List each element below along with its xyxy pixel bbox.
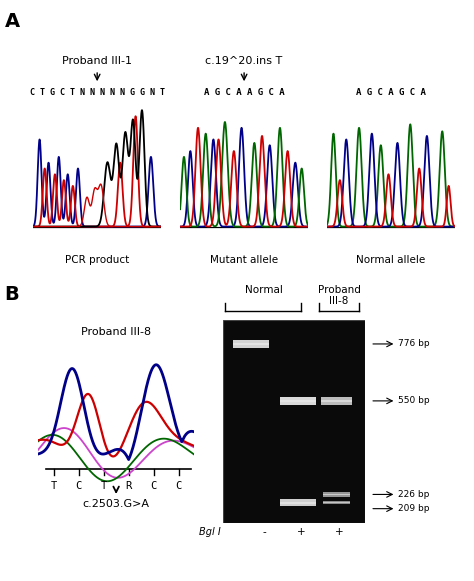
- Text: 209 bp: 209 bp: [398, 504, 430, 513]
- Text: 550 bp: 550 bp: [398, 396, 430, 406]
- Text: T: T: [100, 481, 107, 492]
- Text: Normal: Normal: [245, 285, 283, 295]
- Bar: [321, 397, 352, 405]
- Text: A: A: [5, 12, 20, 31]
- Text: PCR product: PCR product: [65, 256, 129, 266]
- Text: C: C: [175, 481, 182, 492]
- Text: +: +: [297, 526, 306, 537]
- Text: A G C A G C A: A G C A G C A: [356, 88, 426, 97]
- Text: 776 bp: 776 bp: [398, 339, 430, 349]
- Text: C: C: [151, 481, 157, 492]
- Text: T: T: [50, 481, 57, 492]
- Bar: [233, 343, 269, 345]
- Text: R: R: [126, 481, 132, 492]
- Text: c.2503.G>A: c.2503.G>A: [82, 498, 150, 509]
- Bar: [280, 499, 316, 506]
- Bar: [321, 400, 352, 402]
- Bar: [280, 400, 316, 402]
- Text: 226 bp: 226 bp: [398, 490, 430, 499]
- Text: -: -: [262, 526, 266, 537]
- Bar: [323, 492, 350, 497]
- Text: c.19^20.ins T: c.19^20.ins T: [206, 56, 283, 66]
- Bar: [233, 340, 269, 348]
- Bar: [280, 397, 316, 405]
- Text: B: B: [5, 285, 19, 304]
- Text: Proband
III-8: Proband III-8: [318, 285, 360, 306]
- Text: Bgl I: Bgl I: [199, 526, 221, 537]
- Text: Proband III-8: Proband III-8: [81, 327, 151, 336]
- Bar: [323, 501, 350, 504]
- Text: A G C A A G C A: A G C A A G C A: [204, 88, 284, 97]
- Text: +: +: [335, 526, 343, 537]
- Bar: [323, 502, 350, 503]
- Text: Mutant allele: Mutant allele: [210, 256, 278, 266]
- Text: C: C: [75, 481, 82, 492]
- Text: Normal allele: Normal allele: [356, 256, 426, 266]
- Text: C T G C T N N N N N G G N T: C T G C T N N N N N G G N T: [30, 88, 164, 97]
- Bar: [323, 494, 350, 495]
- Text: Proband III-1: Proband III-1: [62, 56, 132, 66]
- Bar: [280, 501, 316, 504]
